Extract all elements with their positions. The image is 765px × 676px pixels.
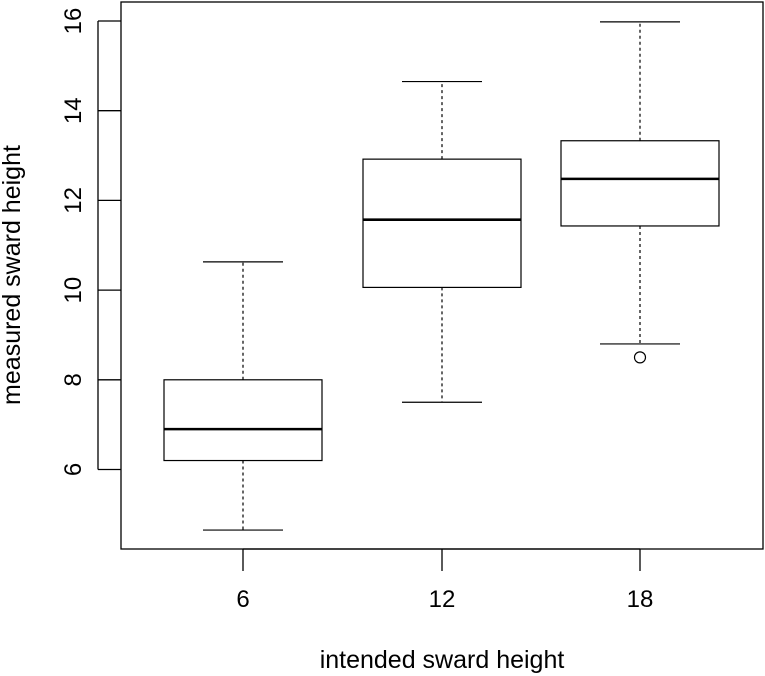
x-tick-label-18: 18: [627, 586, 654, 613]
x-axis: 6 12 18: [236, 548, 654, 613]
y-tick-label-10: 10: [60, 277, 87, 304]
x-tick-label-12: 12: [429, 586, 456, 613]
x-axis-title: intended sward height: [320, 646, 565, 674]
y-tick-label-6: 6: [60, 463, 87, 476]
box-12: [362, 158, 522, 289]
y-tick-label-8: 8: [60, 373, 87, 386]
box-6: [163, 379, 323, 462]
box-group-12: [362, 80, 522, 403]
y-tick-label-16: 16: [60, 8, 87, 35]
box-group-18: [560, 21, 720, 364]
y-axis: 6 8 10 12 14 16: [60, 8, 121, 476]
box-marks: [163, 21, 720, 531]
box-18: [560, 140, 720, 227]
x-tick-label-6: 6: [236, 586, 249, 613]
box-group-6: [163, 261, 323, 531]
outlier-18-0: [633, 351, 647, 364]
y-tick-label-12: 12: [60, 187, 87, 214]
y-tick-label-14: 14: [60, 97, 87, 124]
y-axis-title: measured sward height: [0, 145, 26, 405]
